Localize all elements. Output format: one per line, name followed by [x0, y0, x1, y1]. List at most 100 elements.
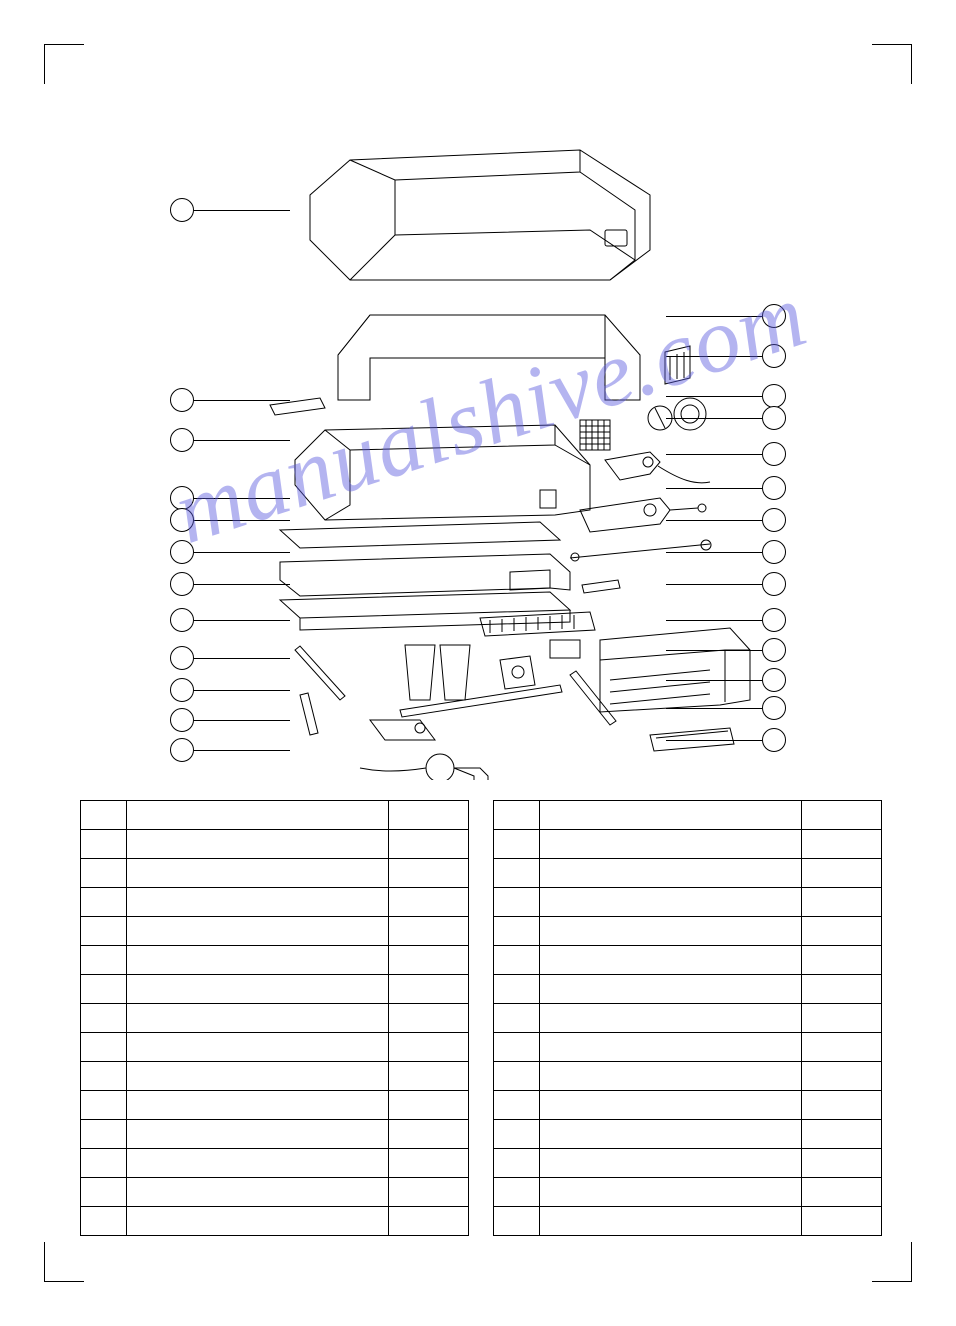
- table-row: [494, 975, 882, 1004]
- table-cell: [802, 1091, 882, 1120]
- table-cell: [802, 946, 882, 975]
- table-cell: [540, 1091, 802, 1120]
- table-cell: [389, 888, 469, 917]
- table-cell: [389, 975, 469, 1004]
- table-row: [81, 1120, 469, 1149]
- table-row: [494, 1120, 882, 1149]
- table-row: [494, 946, 882, 975]
- callout-circle: [170, 738, 194, 762]
- callout-leader-line: [666, 520, 762, 521]
- table-cell: [81, 1178, 127, 1207]
- table-cell: [127, 975, 389, 1004]
- table-cell: [802, 917, 882, 946]
- callout-right-4: [666, 442, 786, 466]
- table-cell: [389, 1062, 469, 1091]
- table-row: [494, 830, 882, 859]
- table-row: [494, 1178, 882, 1207]
- table-row: [81, 801, 469, 830]
- callout-leader-line: [666, 488, 762, 489]
- page-root: manualshive.com: [0, 0, 956, 1326]
- crop-mark-bottom-right: [872, 1242, 912, 1282]
- table-cell: [540, 801, 802, 830]
- table-cell: [127, 1033, 389, 1062]
- table-cell: [389, 1178, 469, 1207]
- table-cell: [81, 830, 127, 859]
- table-cell: [802, 1149, 882, 1178]
- callout-circle: [762, 304, 786, 328]
- table-row: [81, 1178, 469, 1207]
- table-row: [494, 917, 882, 946]
- table-cell: [127, 888, 389, 917]
- callout-leader-line: [194, 658, 290, 659]
- table-cell: [127, 1207, 389, 1236]
- callout-right-8: [666, 572, 786, 596]
- crop-mark-top-right: [872, 44, 912, 84]
- callout-leader-line: [666, 584, 762, 585]
- callout-circle: [170, 486, 194, 510]
- table-cell: [494, 888, 540, 917]
- callout-circle: [762, 442, 786, 466]
- table-cell: [127, 1062, 389, 1091]
- callout-right-6: [666, 508, 786, 532]
- callout-leader-line: [666, 740, 762, 741]
- table-cell: [494, 830, 540, 859]
- callout-circle: [762, 668, 786, 692]
- callout-circle: [762, 344, 786, 368]
- callout-left-3: [170, 486, 290, 510]
- callout-leader-line: [194, 520, 290, 521]
- table-cell: [81, 1033, 127, 1062]
- table-cell: [802, 1033, 882, 1062]
- callout-circle: [170, 540, 194, 564]
- callout-leader-line: [666, 620, 762, 621]
- callout-circle: [170, 678, 194, 702]
- callout-right-12: [666, 696, 786, 720]
- callout-circle: [762, 384, 786, 408]
- table-cell: [81, 1004, 127, 1033]
- callout-left-1: [170, 388, 290, 412]
- table-cell: [802, 1120, 882, 1149]
- callout-leader-line: [666, 680, 762, 681]
- table-cell: [802, 975, 882, 1004]
- parts-table-right: [493, 800, 882, 1236]
- table-cell: [127, 859, 389, 888]
- callout-left-9: [170, 678, 290, 702]
- table-cell: [389, 917, 469, 946]
- table-row: [494, 801, 882, 830]
- callout-left-8: [170, 646, 290, 670]
- table-cell: [81, 859, 127, 888]
- callout-right-11: [666, 668, 786, 692]
- table-cell: [802, 1062, 882, 1091]
- table-row: [494, 1033, 882, 1062]
- callout-circle: [170, 508, 194, 532]
- table-cell: [540, 830, 802, 859]
- table-row: [494, 1062, 882, 1091]
- crop-mark-bottom-left: [44, 1242, 84, 1282]
- table-cell: [494, 1178, 540, 1207]
- table-cell: [81, 1149, 127, 1178]
- table-cell: [802, 1004, 882, 1033]
- table-cell: [494, 1091, 540, 1120]
- callout-leader-line: [194, 690, 290, 691]
- callout-left-5: [170, 540, 290, 564]
- callout-leader-line: [194, 720, 290, 721]
- table-cell: [540, 1120, 802, 1149]
- table-cell: [81, 975, 127, 1004]
- table-cell: [802, 801, 882, 830]
- callout-circle: [762, 540, 786, 564]
- table-cell: [540, 888, 802, 917]
- table-cell: [389, 1149, 469, 1178]
- table-row: [81, 1004, 469, 1033]
- callout-leader-line: [194, 552, 290, 553]
- callout-leader-line: [666, 316, 762, 317]
- callout-circle: [762, 476, 786, 500]
- callout-circle: [170, 198, 194, 222]
- callout-circle: [762, 608, 786, 632]
- callout-circle: [762, 406, 786, 430]
- table-cell: [802, 1207, 882, 1236]
- table-cell: [127, 1178, 389, 1207]
- callout-circle: [170, 388, 194, 412]
- table-cell: [127, 1091, 389, 1120]
- callout-leader-line: [666, 552, 762, 553]
- callout-leader-line: [666, 708, 762, 709]
- parts-table-left: [80, 800, 469, 1236]
